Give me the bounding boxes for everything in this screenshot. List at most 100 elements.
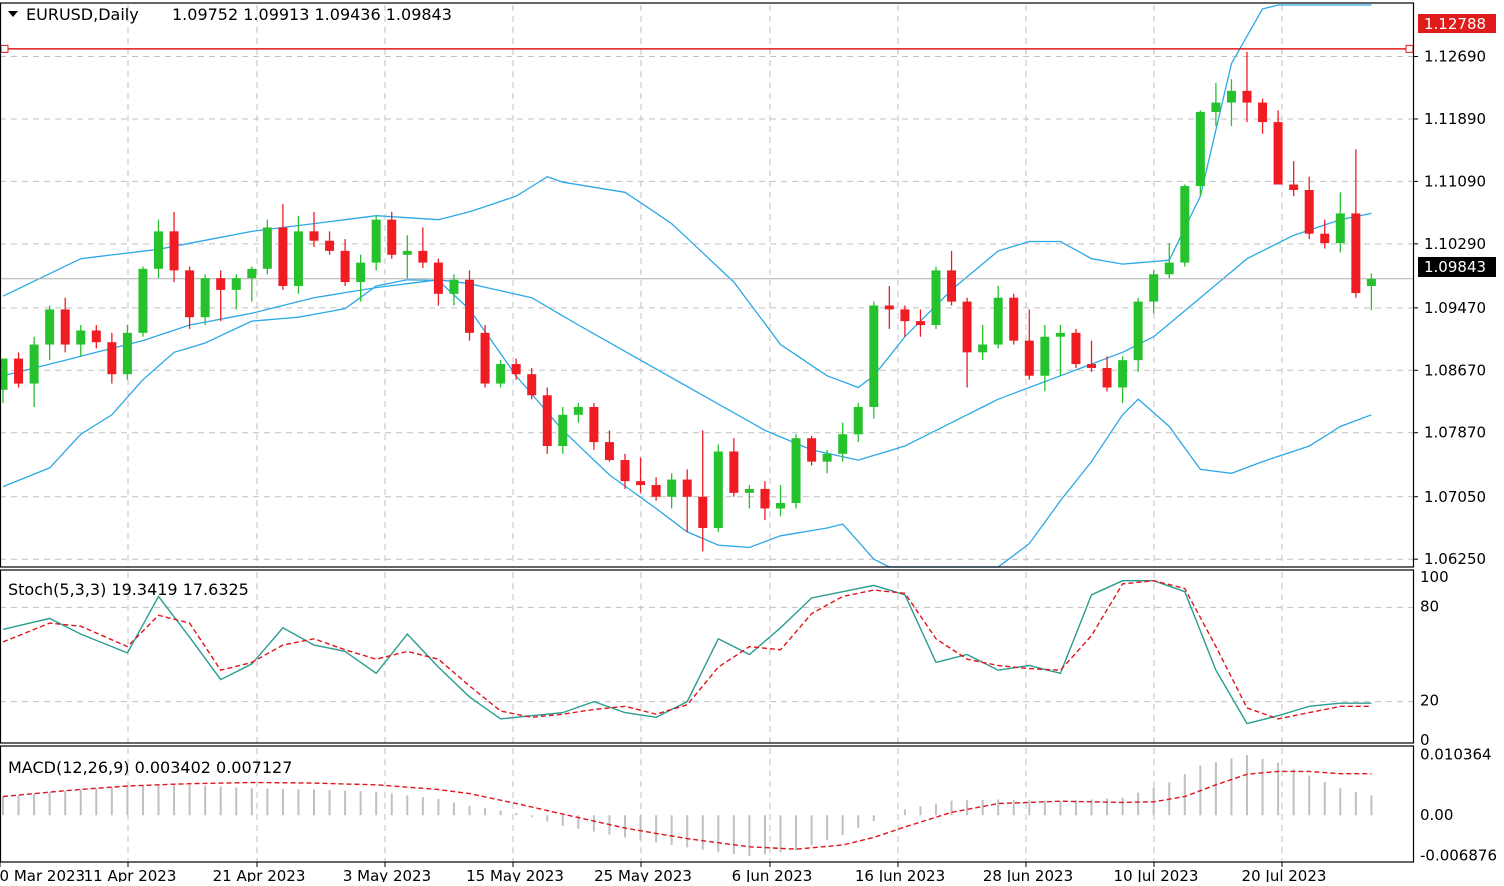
candle[interactable] bbox=[1133, 297, 1143, 372]
candle[interactable] bbox=[1226, 79, 1236, 126]
candle[interactable] bbox=[247, 266, 257, 302]
candle[interactable] bbox=[1195, 110, 1205, 197]
collapse-arrow-icon[interactable] bbox=[8, 11, 18, 17]
candle[interactable] bbox=[838, 422, 848, 462]
candle[interactable] bbox=[185, 266, 195, 329]
candle[interactable] bbox=[1258, 98, 1268, 134]
candle[interactable] bbox=[1102, 356, 1112, 392]
candle[interactable] bbox=[1180, 184, 1190, 267]
candle[interactable] bbox=[776, 485, 785, 517]
candle[interactable] bbox=[154, 219, 163, 279]
candle[interactable] bbox=[1055, 325, 1065, 376]
candle[interactable] bbox=[480, 325, 490, 388]
price-panel[interactable] bbox=[0, 4, 1414, 568]
candle[interactable] bbox=[760, 481, 770, 521]
candle[interactable] bbox=[340, 239, 350, 286]
candle[interactable] bbox=[1040, 325, 1050, 392]
candle[interactable] bbox=[900, 305, 910, 337]
candle[interactable] bbox=[1366, 273, 1376, 311]
candle[interactable] bbox=[356, 254, 366, 302]
candle[interactable] bbox=[14, 352, 24, 388]
candle[interactable] bbox=[496, 360, 506, 388]
candle[interactable] bbox=[729, 438, 739, 497]
candle[interactable] bbox=[216, 270, 226, 322]
candle[interactable] bbox=[1118, 356, 1128, 404]
line-handle-right[interactable] bbox=[1405, 44, 1414, 53]
candle[interactable] bbox=[76, 325, 86, 357]
candle[interactable] bbox=[122, 325, 132, 380]
candle[interactable] bbox=[1024, 309, 1034, 380]
candle[interactable] bbox=[651, 477, 661, 501]
candle[interactable] bbox=[915, 309, 925, 337]
candle[interactable] bbox=[200, 274, 210, 326]
price-tick-label: 1.07050 bbox=[1424, 488, 1486, 506]
candle[interactable] bbox=[293, 215, 303, 294]
candle[interactable] bbox=[169, 211, 179, 283]
candle[interactable] bbox=[744, 485, 754, 509]
candle[interactable] bbox=[962, 297, 972, 388]
candle[interactable] bbox=[713, 444, 723, 532]
candle[interactable] bbox=[309, 211, 319, 247]
candle[interactable] bbox=[45, 305, 55, 361]
candle[interactable] bbox=[1009, 293, 1019, 345]
candle[interactable] bbox=[807, 435, 817, 466]
candle[interactable] bbox=[1273, 110, 1283, 185]
candle[interactable] bbox=[667, 473, 677, 509]
candle[interactable] bbox=[371, 215, 381, 271]
candle[interactable] bbox=[511, 358, 521, 380]
candle[interactable] bbox=[1335, 192, 1345, 253]
candle-body bbox=[978, 344, 988, 353]
candle[interactable] bbox=[558, 406, 568, 454]
candle[interactable] bbox=[1149, 270, 1159, 314]
candle[interactable] bbox=[1304, 176, 1314, 240]
candle[interactable] bbox=[91, 325, 101, 349]
candle[interactable] bbox=[931, 266, 941, 329]
candle[interactable] bbox=[869, 301, 879, 419]
candle[interactable] bbox=[527, 367, 537, 400]
candle[interactable] bbox=[682, 469, 692, 532]
line-handle-left[interactable] bbox=[0, 44, 9, 53]
candle[interactable] bbox=[1071, 328, 1081, 368]
candle[interactable] bbox=[1242, 51, 1252, 123]
candle[interactable] bbox=[620, 453, 630, 489]
candle[interactable] bbox=[573, 403, 583, 423]
candle[interactable] bbox=[1211, 83, 1221, 126]
candle[interactable] bbox=[1164, 243, 1174, 279]
candle[interactable] bbox=[1087, 340, 1096, 372]
candle[interactable] bbox=[1289, 161, 1299, 197]
candle[interactable] bbox=[262, 219, 272, 275]
candle[interactable] bbox=[0, 358, 8, 404]
candle[interactable] bbox=[947, 250, 957, 306]
candle[interactable] bbox=[636, 457, 646, 493]
candle[interactable] bbox=[978, 325, 988, 361]
candle[interactable] bbox=[231, 274, 241, 310]
candle[interactable] bbox=[698, 430, 708, 552]
candle[interactable] bbox=[433, 258, 443, 306]
candle[interactable] bbox=[60, 297, 70, 353]
candle[interactable] bbox=[402, 235, 412, 279]
candle[interactable] bbox=[465, 270, 474, 341]
candle[interactable] bbox=[822, 449, 832, 474]
candle[interactable] bbox=[853, 403, 863, 443]
candle[interactable] bbox=[278, 204, 288, 290]
candle-body bbox=[1211, 102, 1221, 112]
stochastic-panel[interactable] bbox=[2, 579, 1372, 725]
candle[interactable] bbox=[418, 227, 428, 269]
candle[interactable] bbox=[1320, 219, 1330, 249]
candle[interactable] bbox=[29, 336, 39, 407]
candle[interactable] bbox=[325, 231, 335, 255]
candle[interactable] bbox=[138, 266, 148, 337]
candle[interactable] bbox=[387, 211, 397, 259]
candle[interactable] bbox=[791, 434, 801, 509]
candle[interactable] bbox=[589, 403, 599, 450]
candle[interactable] bbox=[449, 274, 459, 306]
candle[interactable] bbox=[993, 286, 1003, 349]
candle[interactable] bbox=[604, 430, 614, 462]
candle[interactable] bbox=[542, 387, 552, 454]
candle[interactable] bbox=[1351, 149, 1361, 298]
macd-panel[interactable] bbox=[2, 755, 1373, 857]
candle[interactable] bbox=[884, 286, 894, 329]
candle[interactable] bbox=[107, 332, 117, 384]
